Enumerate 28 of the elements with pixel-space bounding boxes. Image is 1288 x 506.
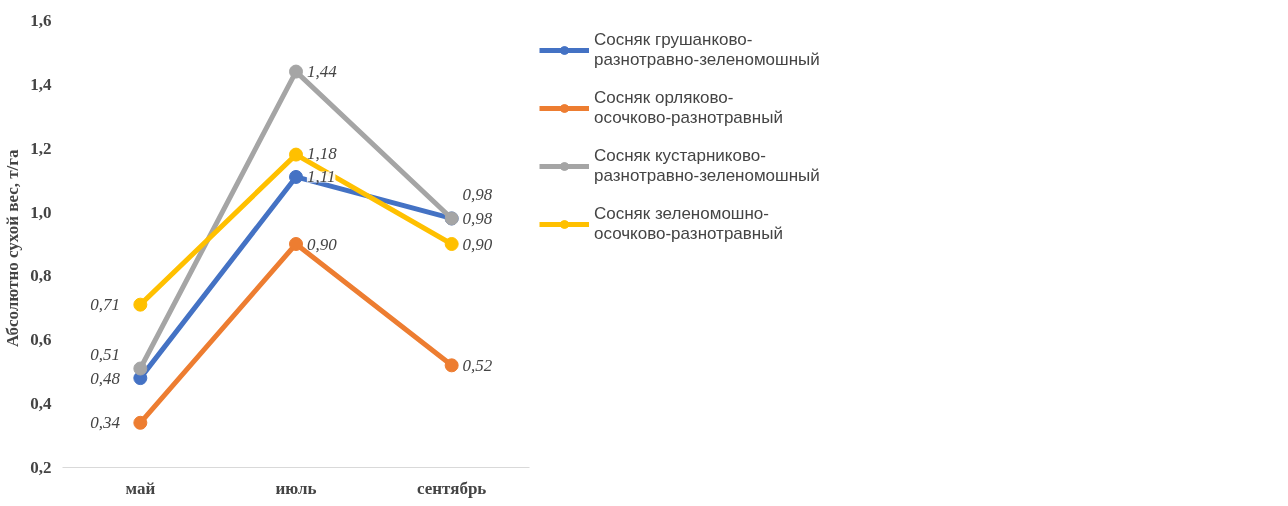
x-tick-label: сентябрь bbox=[416, 478, 487, 498]
y-tick-label: 0,4 bbox=[30, 394, 52, 414]
data-label: 0,34 bbox=[90, 413, 121, 433]
y-tick-label: 1,4 bbox=[30, 74, 52, 94]
legend-label: Сосняк кустарниково-разнотравно-зеленомошный bbox=[594, 146, 820, 186]
data-label: 0,90 bbox=[306, 234, 338, 254]
y-axis-title: Абсолютно сухой вес, т/га bbox=[3, 149, 23, 347]
y-tick-label: 0,6 bbox=[30, 330, 52, 350]
data-label: 0,52 bbox=[462, 355, 493, 375]
y-tick-label: 1,2 bbox=[30, 138, 52, 158]
y-tick-label: 1,0 bbox=[30, 202, 52, 222]
data-label: 1,44 bbox=[306, 62, 338, 82]
x-tick-label: июль bbox=[275, 478, 317, 498]
legend-label: Сосняк орляково-осочково-разнотравный bbox=[594, 88, 783, 128]
data-label: 1,18 bbox=[306, 143, 338, 163]
legend-label: Сосняк зеленомошно-осочково-разнотравный bbox=[594, 204, 783, 244]
data-label: 0,51 bbox=[90, 344, 121, 364]
y-tick-label: 0,2 bbox=[30, 458, 52, 477]
data-label: 0,98 bbox=[462, 185, 493, 205]
legend-label: Сосняк грушанково-разнотравно-зеленомошный bbox=[594, 30, 820, 70]
data-label: 0,98 bbox=[462, 208, 493, 228]
data-label: 0,48 bbox=[90, 368, 121, 388]
y-tick-label: 0,8 bbox=[30, 266, 52, 286]
data-label: 1,11 bbox=[306, 167, 336, 187]
y-tick-label: 1,6 bbox=[30, 11, 52, 30]
x-tick-label: май bbox=[125, 478, 156, 498]
data-label: 0,71 bbox=[90, 295, 121, 315]
data-label: 0,90 bbox=[462, 234, 493, 254]
